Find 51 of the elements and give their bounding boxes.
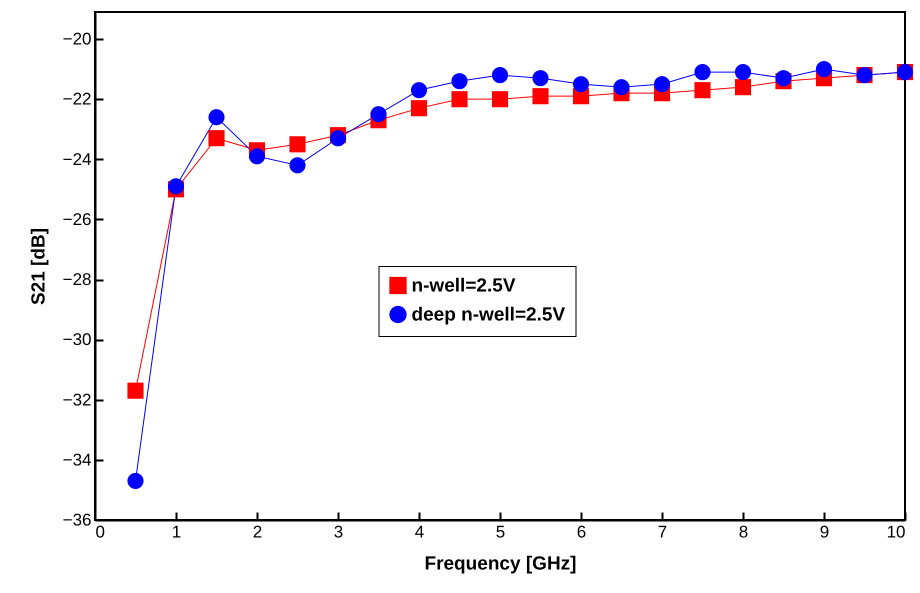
point xyxy=(208,130,225,146)
x-tick-label: 2 xyxy=(252,522,262,542)
point xyxy=(694,82,711,98)
point xyxy=(410,82,428,98)
point xyxy=(654,76,670,92)
point xyxy=(613,79,630,96)
point xyxy=(532,70,549,86)
point xyxy=(248,148,266,164)
point xyxy=(492,91,508,108)
point xyxy=(734,64,752,80)
point xyxy=(410,100,428,116)
y-axis-title: S21 [dB] xyxy=(28,228,50,306)
point xyxy=(775,70,792,86)
y-tick-label: −36 xyxy=(62,510,92,530)
point xyxy=(127,472,144,489)
y-tick-label: −20 xyxy=(62,30,92,49)
point xyxy=(208,109,225,126)
legend-label: deep n-well=2.5V xyxy=(412,304,566,326)
y-tick-label: −24 xyxy=(62,150,92,169)
point xyxy=(451,91,468,108)
x-tick-label: 6 xyxy=(576,522,586,542)
x-tick-label: 5 xyxy=(496,522,506,542)
x-tick-label: 10 xyxy=(886,522,906,542)
point xyxy=(816,61,832,78)
point xyxy=(330,130,346,146)
y-tick-label: −26 xyxy=(62,210,92,229)
point xyxy=(734,79,752,96)
x-tick-label: 7 xyxy=(658,522,668,542)
x-axis-title: Frequency [GHz] xyxy=(424,554,577,574)
point xyxy=(370,106,387,122)
point xyxy=(168,178,184,194)
x-tick-label: 0 xyxy=(96,522,105,542)
point xyxy=(289,136,306,152)
x-tick-label: 1 xyxy=(172,522,182,542)
y-tick-label: −22 xyxy=(62,90,92,109)
x-tick-label: 9 xyxy=(820,522,830,542)
point xyxy=(289,157,306,174)
point xyxy=(572,76,590,92)
point xyxy=(451,73,468,90)
point xyxy=(492,67,508,84)
y-tick-label: −30 xyxy=(62,330,92,350)
x-tick-label: 8 xyxy=(738,522,748,542)
y-tick-label: −34 xyxy=(62,450,92,470)
y-tick-label: −28 xyxy=(62,270,92,290)
x-tick-label: 4 xyxy=(414,522,424,542)
legend-label: n-well=2.5V xyxy=(412,276,516,296)
point xyxy=(532,88,549,104)
point xyxy=(694,64,711,80)
point xyxy=(127,382,144,399)
y-tick-label: −32 xyxy=(62,390,92,410)
x-tick-label: 3 xyxy=(334,522,344,542)
